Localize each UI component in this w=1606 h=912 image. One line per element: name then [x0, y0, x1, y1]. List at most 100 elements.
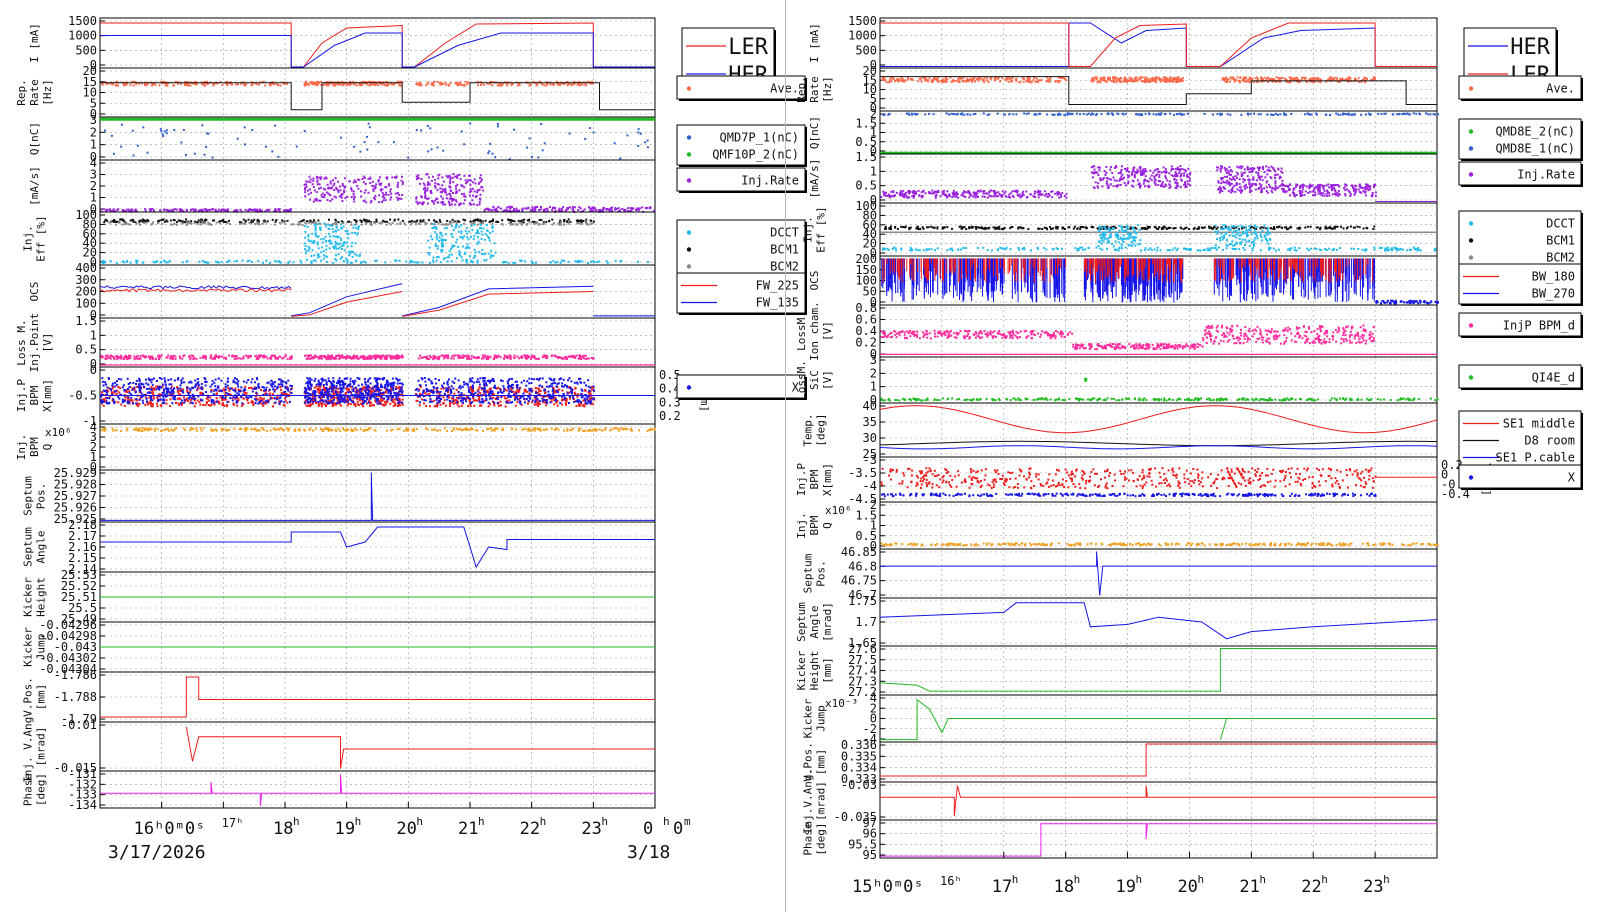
data-point [363, 199, 366, 202]
data-point [180, 379, 183, 382]
data-point [550, 400, 553, 403]
data-point [485, 356, 488, 359]
data-point [438, 236, 441, 239]
data-point [315, 84, 318, 87]
data-point [457, 354, 460, 357]
data-point [221, 403, 224, 406]
data-point [266, 209, 269, 212]
data-point [325, 358, 328, 361]
data-point [467, 179, 470, 182]
data-point [334, 240, 337, 243]
data-point [212, 82, 215, 85]
data-point [468, 191, 471, 194]
data-point [496, 220, 498, 223]
data-point [192, 358, 195, 360]
data-point [385, 383, 388, 385]
data-point [250, 221, 253, 224]
data-point [285, 382, 288, 385]
data-point [394, 388, 397, 390]
data-point [318, 199, 321, 202]
data-point [590, 260, 593, 263]
data-point [383, 397, 385, 400]
data-point [457, 356, 460, 359]
data-point [165, 261, 168, 264]
data-point [499, 400, 502, 403]
data-point [150, 355, 153, 358]
data-point [335, 396, 338, 399]
data-point [300, 261, 303, 264]
legend-label: FW_225 [756, 279, 799, 293]
data-point [591, 82, 594, 85]
data-point [142, 383, 145, 386]
data-point [543, 354, 546, 357]
data-point [150, 208, 152, 211]
data-point [338, 195, 341, 198]
data-point [369, 176, 372, 179]
data-point [353, 383, 356, 385]
data-point [324, 379, 327, 382]
data-point [569, 355, 572, 358]
data-point [369, 80, 372, 83]
data-point [344, 230, 347, 233]
data-point [238, 221, 241, 224]
data-point [358, 82, 361, 85]
data-point [290, 388, 292, 391]
data-point [481, 186, 484, 189]
data-point [420, 178, 423, 180]
y-tick-label: 15 [83, 75, 97, 89]
data-point [646, 146, 649, 149]
data-point [340, 136, 343, 139]
data-point [219, 81, 222, 84]
data-point [513, 220, 516, 223]
data-point [135, 383, 137, 385]
data-point [356, 356, 359, 359]
data-point [489, 387, 492, 390]
data-point [162, 391, 165, 394]
data-point [319, 399, 322, 402]
data-point [463, 83, 466, 86]
data-point [366, 135, 369, 138]
data-point [125, 83, 128, 86]
data-point [313, 219, 315, 222]
data-point [486, 390, 489, 393]
data-point [359, 253, 361, 256]
data-point [194, 397, 197, 400]
data-point [264, 355, 267, 358]
data-point [231, 399, 234, 402]
data-point [540, 123, 543, 125]
data-point [343, 191, 346, 194]
data-point [552, 391, 555, 394]
data-point [149, 400, 152, 403]
data-point [264, 390, 267, 393]
data-point [447, 357, 450, 360]
data-point [480, 178, 483, 181]
data-point [163, 401, 166, 404]
data-point [359, 219, 362, 222]
data-point [286, 388, 289, 391]
data-point [374, 221, 377, 224]
data-point [379, 355, 382, 358]
data-point [350, 221, 353, 224]
data-point [197, 385, 200, 388]
data-point [637, 128, 640, 131]
data-point [317, 391, 320, 394]
data-point [309, 188, 311, 191]
data-point [347, 395, 350, 398]
data-point [403, 222, 406, 225]
data-point [481, 222, 484, 225]
data-point [292, 223, 295, 226]
data-point [392, 405, 395, 408]
data-point [316, 236, 319, 238]
data-point [150, 405, 153, 408]
data-point [458, 226, 461, 229]
data-point [201, 259, 204, 262]
data-point [590, 82, 592, 85]
data-point [427, 357, 430, 360]
data-point [455, 241, 458, 244]
data-point [363, 191, 366, 194]
data-point [401, 194, 404, 196]
data-point [428, 354, 431, 357]
data-point [136, 403, 138, 406]
data-point [348, 355, 351, 358]
data-point [340, 194, 342, 197]
